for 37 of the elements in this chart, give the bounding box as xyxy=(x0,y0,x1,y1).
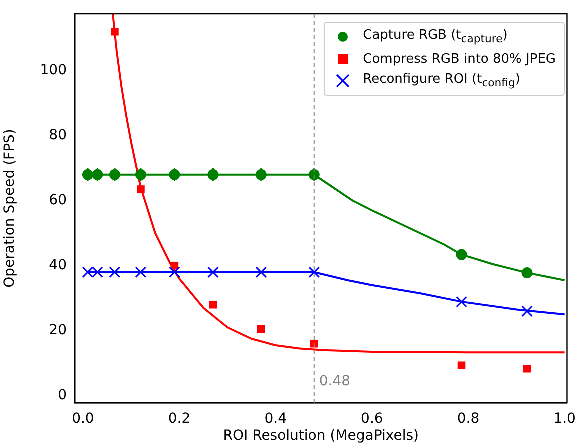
x-tick-label: 1.0 xyxy=(554,411,576,428)
point xyxy=(137,186,145,194)
y-tick-label: 0 xyxy=(58,387,67,404)
x-tick-label: 0.6 xyxy=(361,411,384,428)
point xyxy=(208,266,219,278)
point xyxy=(82,266,94,278)
point xyxy=(458,362,466,370)
x-axis-title: ROI Resolution (MegaPixels) xyxy=(223,428,419,444)
point xyxy=(256,266,268,278)
y-tick-label: 100 xyxy=(40,62,67,79)
point xyxy=(456,249,468,260)
x-tick-label: 0.8 xyxy=(457,411,480,428)
ref-line-label: 0.48 xyxy=(319,374,351,390)
point xyxy=(522,268,533,279)
point xyxy=(109,266,121,278)
legend-label: Compress RGB into 80% JPEG xyxy=(363,52,556,66)
point xyxy=(258,325,266,334)
point xyxy=(111,28,119,36)
point xyxy=(169,266,180,278)
y-tick-label: 60 xyxy=(49,192,67,209)
y-axis-title: Operation Speed (FPS) xyxy=(2,129,18,288)
point xyxy=(92,266,104,278)
x-tick-label: 0.2 xyxy=(168,411,191,428)
point xyxy=(456,296,468,308)
point xyxy=(209,300,218,309)
point xyxy=(310,340,318,348)
y-tick-label: 80 xyxy=(49,128,67,144)
x-tick-label: 0.4 xyxy=(264,411,288,428)
legend-label: Reconfigure ROI (t$_{config}$) xyxy=(363,72,520,90)
y-tick-label: 40 xyxy=(49,258,67,274)
point xyxy=(308,266,320,278)
legend-label: Capture RGB (t$_{capture}$) xyxy=(363,28,508,46)
x-tick-label: 0.0 xyxy=(72,411,94,428)
point xyxy=(523,364,532,373)
y-tick-label: 20 xyxy=(49,322,67,338)
point xyxy=(135,266,147,278)
point xyxy=(522,306,533,318)
